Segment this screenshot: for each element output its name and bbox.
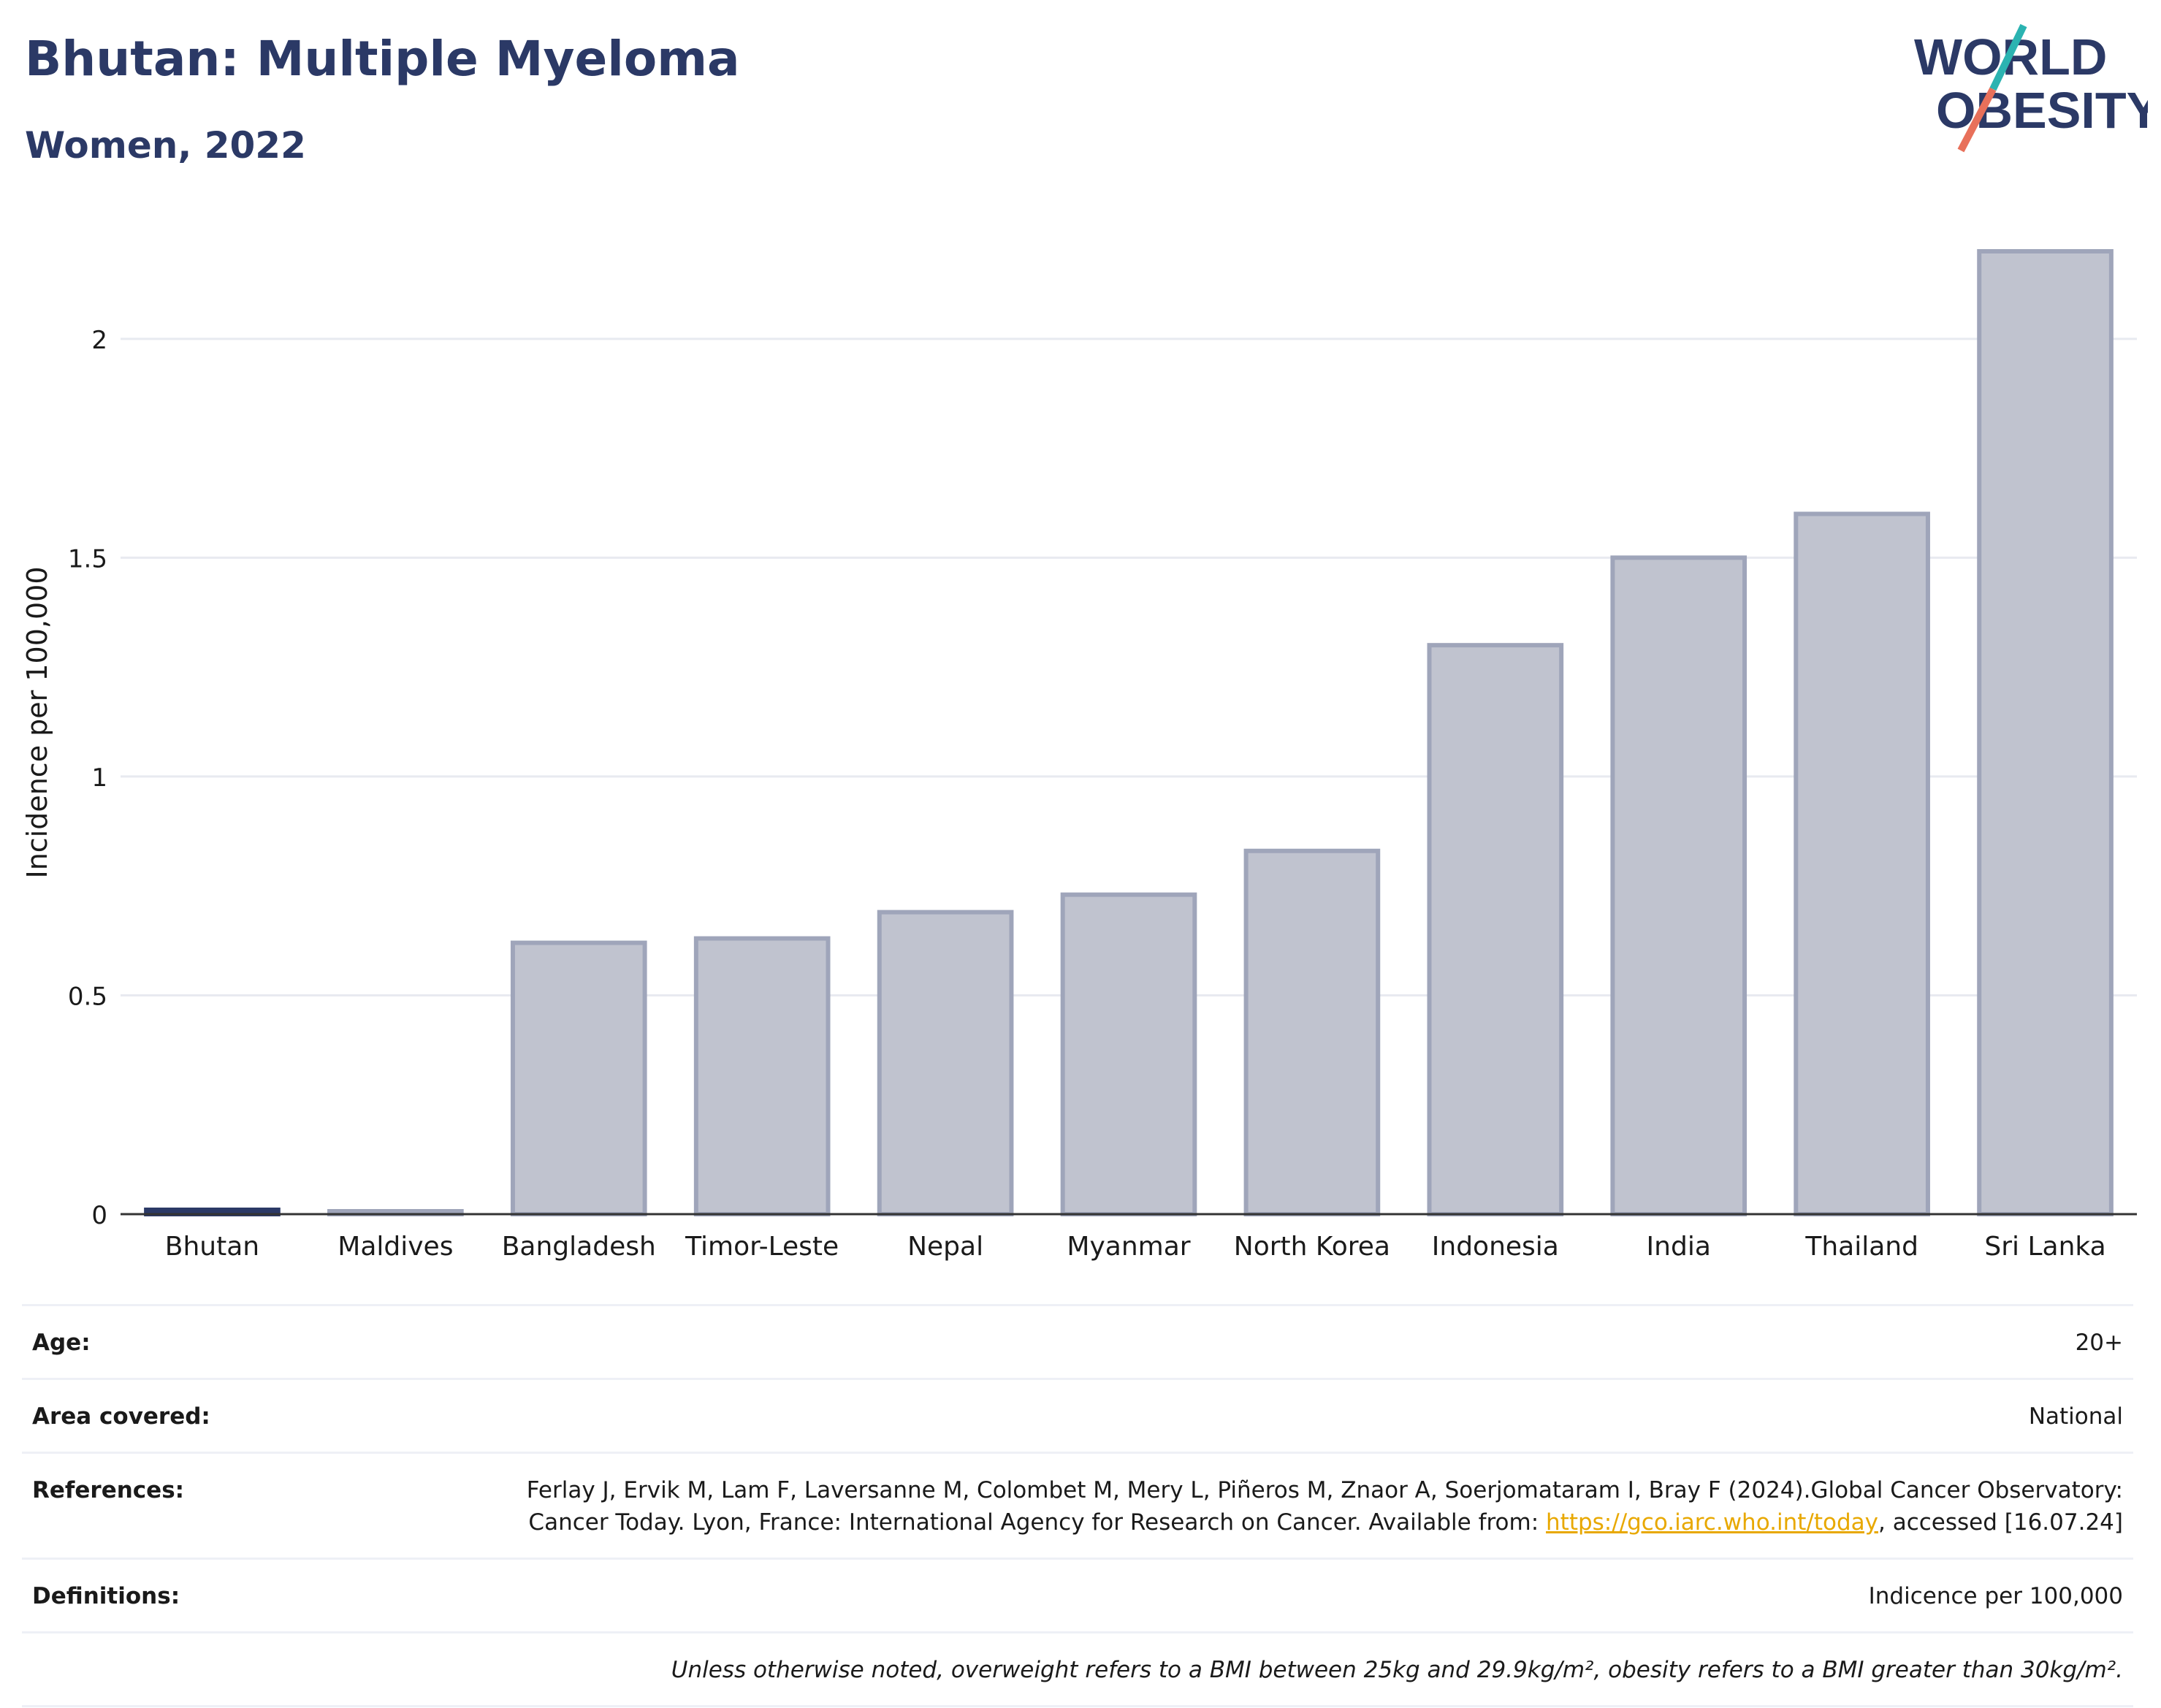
page-subtitle: Women, 2022 xyxy=(25,124,306,167)
x-tick-label: Maldives xyxy=(338,1232,453,1262)
x-tick-label: Sri Lanka xyxy=(1984,1232,2105,1262)
bmi-note: Unless otherwise noted, overweight refer… xyxy=(671,1657,2123,1683)
info-row-note: Unless otherwise noted, overweight refer… xyxy=(22,1631,2133,1707)
x-tick-label: Myanmar xyxy=(1067,1232,1190,1262)
bar-indonesia xyxy=(1427,643,1564,1216)
age-label: Age: xyxy=(32,1330,91,1356)
x-tick-label: Bhutan xyxy=(165,1232,259,1262)
y-tick-label: 0 xyxy=(91,1201,107,1230)
logo-slash-top xyxy=(1989,23,2027,91)
x-tick-label: Bangladesh xyxy=(502,1232,656,1262)
y-tick-label: 1 xyxy=(91,763,107,793)
info-row-references: References: Ferlay J, Ervik M, Lam F, La… xyxy=(22,1452,2133,1558)
bar-timor-leste xyxy=(693,936,831,1217)
definitions-value: Indicence per 100,000 xyxy=(1868,1583,2123,1609)
world-obesity-logo: WORLD OBESITY xyxy=(1914,23,2148,153)
info-row-definitions: Definitions: Indicence per 100,000 xyxy=(22,1558,2133,1631)
info-row-area: Area covered: National xyxy=(22,1378,2133,1452)
x-tick-label: Nepal xyxy=(907,1232,983,1262)
y-tick-label: 0.5 xyxy=(68,982,107,1011)
y-tick-label: 2 xyxy=(91,326,107,355)
x-tick-label: Timor-Leste xyxy=(685,1232,839,1262)
bar-thailand xyxy=(1794,511,1930,1216)
y-tick-label: 1.5 xyxy=(68,544,107,573)
x-tick-label: North Korea xyxy=(1234,1232,1390,1262)
references-text: Ferlay J, Ervik M, Lam F, Laversanne M, … xyxy=(526,1477,2123,1536)
area-value: National xyxy=(2028,1403,2123,1430)
definitions-label: Definitions: xyxy=(32,1583,180,1609)
y-axis-label: Incidence per 100,000 xyxy=(21,566,53,878)
x-tick-label: Indonesia xyxy=(1432,1232,1559,1262)
info-table: Age: 20+ Area covered: National Referenc… xyxy=(22,1304,2133,1707)
references-accessed: , accessed [16.07.24] xyxy=(1878,1509,2123,1536)
bar-myanmar xyxy=(1060,892,1197,1217)
bar-north-korea xyxy=(1243,848,1381,1216)
logo-slash-bottom xyxy=(1957,87,1997,153)
bar-sri-lanka xyxy=(1977,249,2114,1216)
references-value: Ferlay J, Ervik M, Lam F, Laversanne M, … xyxy=(443,1474,2123,1539)
references-label: References: xyxy=(32,1477,185,1503)
x-tick-labels: Bhutan Maldives Bangladesh Timor-Leste Nepal… xyxy=(165,1232,2106,1262)
bar-nepal xyxy=(877,910,1014,1217)
x-tick-label: Thailand xyxy=(1804,1232,1918,1262)
info-row-age: Age: 20+ xyxy=(22,1304,2133,1378)
bars xyxy=(144,249,2114,1217)
references-link[interactable]: https://gco.iarc.who.int/today xyxy=(1546,1509,1878,1536)
bar-india xyxy=(1610,555,1748,1216)
area-label: Area covered: xyxy=(32,1403,210,1430)
bar-bangladesh xyxy=(510,940,647,1216)
y-tick-labels: 0 0.5 1 1.5 2 xyxy=(68,326,107,1230)
x-tick-label: India xyxy=(1647,1232,1711,1262)
page-title: Bhutan: Multiple Myeloma xyxy=(25,31,740,87)
age-value: 20+ xyxy=(2075,1330,2123,1356)
bar-chart: 0 0.5 1 1.5 2 Bhutan Maldives Bangladesh Timor-… xyxy=(21,249,2137,1262)
